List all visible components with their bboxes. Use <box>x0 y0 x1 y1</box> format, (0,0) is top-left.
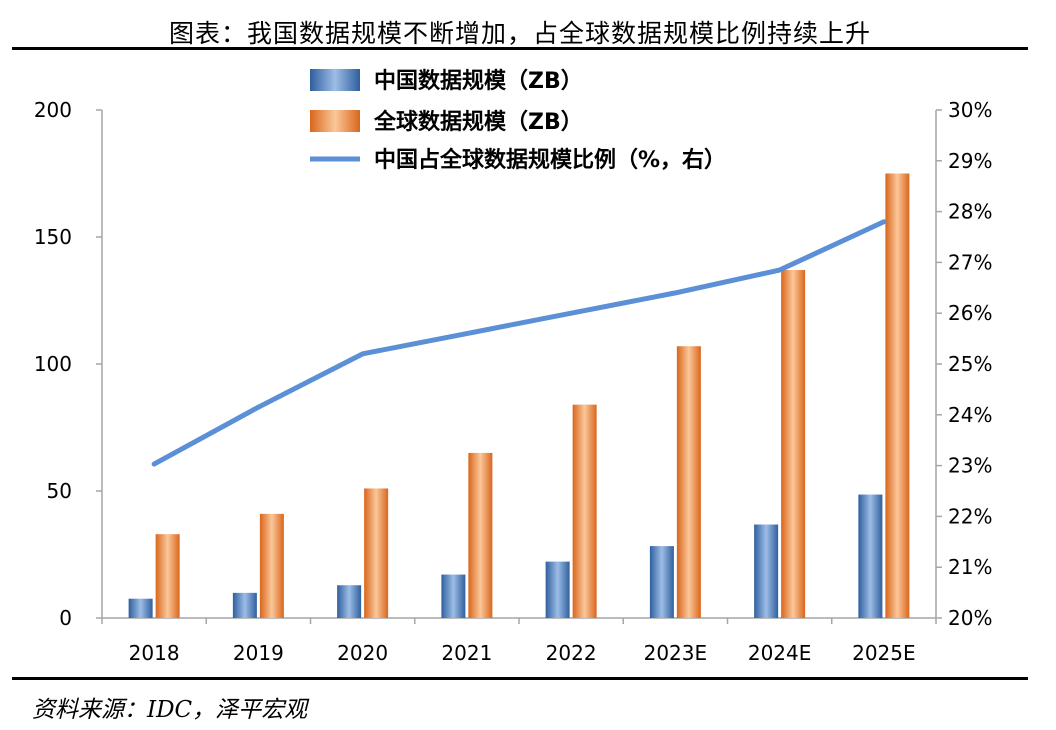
global-data-bar <box>885 173 910 618</box>
right-tick-label: 22% <box>948 504 992 528</box>
x-tick-label: 2018 <box>129 641 180 665</box>
china-data-bar <box>337 585 362 618</box>
right-tick-label: 27% <box>948 250 992 274</box>
left-tick-label: 100 <box>34 352 72 376</box>
x-tick-label: 2025E <box>852 641 916 665</box>
legend-label-china: 中国数据规模（ZB） <box>374 68 583 94</box>
right-tick-label: 26% <box>948 301 992 325</box>
global-data-bar <box>676 346 701 618</box>
legend-swatch-china <box>310 69 360 91</box>
right-tick-label: 24% <box>948 403 992 427</box>
right-tick-label: 29% <box>948 149 992 173</box>
china-share-line <box>151 219 887 467</box>
global-data-bar <box>781 270 806 618</box>
right-tick-label: 28% <box>948 200 992 224</box>
china-data-bar <box>858 494 883 618</box>
right-tick-label: 25% <box>948 352 992 376</box>
china-data-bar <box>441 574 466 618</box>
source-note: 资料来源：IDC，泽平宏观 <box>32 697 308 723</box>
china-data-bar <box>128 598 153 618</box>
china-data-bar <box>232 592 257 618</box>
global-data-bar <box>259 513 284 618</box>
x-tick-label: 2020 <box>337 641 388 665</box>
china-data-bar <box>545 561 570 618</box>
global-data-bar <box>572 404 597 618</box>
right-tick-label: 30% <box>948 98 992 122</box>
legend-label-share: 中国占全球数据规模比例（%，右） <box>374 147 726 173</box>
x-tick-label: 2019 <box>233 641 284 665</box>
global-data-bar <box>468 452 493 618</box>
footer-divider <box>12 677 1028 680</box>
left-tick-label: 0 <box>59 606 72 630</box>
x-tick-label: 2023E <box>644 641 708 665</box>
x-tick-label: 2022 <box>546 641 597 665</box>
left-tick-label: 200 <box>34 98 72 122</box>
global-data-bar <box>155 534 180 618</box>
right-tick-label: 20% <box>948 606 992 630</box>
chart-title: 图表：我国数据规模不断增加，占全球数据规模比例持续上升 <box>168 19 871 48</box>
x-tick-label: 2021 <box>441 641 492 665</box>
right-tick-label: 23% <box>948 454 992 478</box>
left-tick-label: 150 <box>34 225 72 249</box>
global-data-bar <box>364 488 389 618</box>
x-tick-label: 2024E <box>748 641 812 665</box>
legend-label-global: 全球数据规模（ZB） <box>373 109 583 135</box>
right-tick-label: 21% <box>948 555 992 579</box>
legend-swatch-global <box>310 110 360 132</box>
title-divider <box>12 47 1028 50</box>
chart-plot: 0 50 100 150 200 20% 21% 22% 23% 24% 25% 26% 27% 28% 2… <box>34 68 993 665</box>
china-data-bar <box>649 546 674 618</box>
china-data-bar <box>754 524 779 618</box>
left-tick-label: 50 <box>47 479 72 503</box>
